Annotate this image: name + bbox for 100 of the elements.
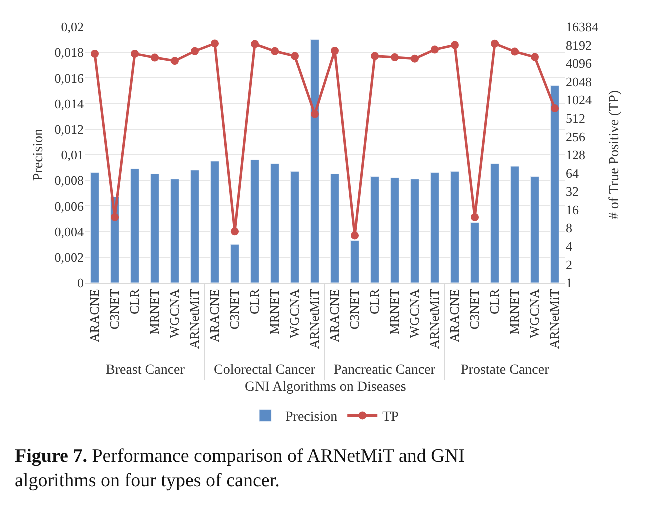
bar bbox=[350, 240, 360, 283]
x-tick-label: ARNetMiT bbox=[547, 289, 562, 350]
bar bbox=[510, 166, 520, 283]
x-axis-title: GNI Algorithms on Diseases bbox=[245, 380, 406, 395]
y2-tick-label: 8 bbox=[566, 220, 572, 236]
point bbox=[411, 54, 419, 63]
point bbox=[531, 53, 539, 62]
x-tick-label: WGCNA bbox=[407, 288, 422, 338]
x-tick-label: ARNetMiT bbox=[427, 289, 442, 350]
x-tick-label: WGCNA bbox=[287, 288, 302, 338]
y-tick-label: 0 bbox=[78, 276, 84, 291]
y-tick-label: 0,008 bbox=[54, 173, 84, 188]
x-tick-label: ARACNE bbox=[87, 289, 102, 343]
bar bbox=[250, 160, 260, 283]
y-tick-label: 0,01 bbox=[61, 148, 84, 163]
y2-tick-label: 16384 bbox=[566, 20, 599, 35]
x-tick-label: CLR bbox=[487, 288, 502, 314]
x-tick-label: MRNET bbox=[387, 289, 402, 335]
point bbox=[131, 50, 139, 58]
bar bbox=[550, 86, 560, 283]
x-tick-label: C3NET bbox=[107, 289, 122, 330]
y-tick-label: 0,004 bbox=[54, 224, 84, 240]
bar bbox=[330, 174, 340, 283]
point bbox=[431, 46, 439, 54]
text: Breast Cancer bbox=[106, 363, 186, 378]
x-tick-label: C3NET bbox=[467, 289, 482, 330]
bar bbox=[90, 172, 100, 283]
point bbox=[471, 213, 479, 222]
bar bbox=[390, 178, 400, 283]
point bbox=[231, 228, 239, 236]
legend-label: TP bbox=[382, 410, 400, 426]
text: Pancreatic Cancer bbox=[334, 363, 436, 378]
x-tick-label: MRNET bbox=[507, 289, 522, 335]
y-tick-label: 0,02 bbox=[61, 20, 84, 35]
y2-tick-label: 4 bbox=[566, 238, 573, 254]
y2-tick-label: 1024 bbox=[566, 92, 592, 108]
bar bbox=[450, 171, 460, 283]
y2-tick-label: 256 bbox=[566, 129, 586, 144]
x-tick-label: ARACNE bbox=[207, 289, 222, 343]
point bbox=[111, 213, 119, 222]
y-axis-title: Precision bbox=[31, 128, 46, 182]
x-tick-label: WGCNA bbox=[167, 288, 182, 338]
y2-tick-label: 16 bbox=[566, 202, 580, 218]
legend-label: Precision bbox=[286, 410, 338, 426]
y-tick-label: 0,016 bbox=[54, 70, 84, 86]
point bbox=[191, 47, 199, 56]
bar bbox=[190, 170, 200, 283]
x-tick-label: C3NET bbox=[347, 289, 362, 330]
x-tick-label: ARACNE bbox=[327, 289, 342, 343]
point bbox=[211, 40, 219, 48]
x-tick-label: CLR bbox=[367, 288, 382, 314]
caption: Figure 7. Performance comparison of ARNetMiT and GNI algorithms on four types of cancer. bbox=[15, 446, 465, 492]
bar bbox=[410, 179, 420, 283]
point bbox=[351, 232, 359, 240]
bar bbox=[370, 176, 380, 283]
point bbox=[491, 40, 499, 48]
bar bbox=[230, 244, 240, 283]
x-tick-label: CLR bbox=[247, 288, 262, 314]
bar bbox=[470, 222, 480, 283]
y2-axis-title: # of True Positive (TP) bbox=[607, 90, 622, 220]
point bbox=[451, 41, 459, 50]
text: Prostate Cancer bbox=[461, 363, 550, 378]
y2-tick-label: 128 bbox=[566, 148, 586, 163]
y2-tick-label: 512 bbox=[566, 110, 586, 126]
bar bbox=[170, 179, 180, 283]
bar bbox=[130, 168, 140, 283]
point bbox=[331, 46, 339, 55]
y2-tick-label: 32 bbox=[566, 184, 579, 200]
y2-tick-label: 2048 bbox=[566, 74, 592, 90]
point bbox=[251, 40, 259, 48]
y2-tick-label: 1 bbox=[566, 276, 572, 291]
y-tick-label: 0,018 bbox=[54, 45, 84, 60]
x-tick-label: C3NET bbox=[227, 289, 242, 330]
bar bbox=[490, 164, 500, 283]
point bbox=[311, 110, 319, 118]
y2-tick-label: 4096 bbox=[566, 56, 592, 72]
y2-tick-label: 2 bbox=[566, 257, 572, 272]
x-tick-label: WGCNA bbox=[527, 288, 542, 338]
point bbox=[511, 48, 519, 56]
bar bbox=[290, 171, 300, 283]
x-tick-label: MRNET bbox=[147, 289, 162, 335]
y2-tick-label: 8192 bbox=[566, 38, 592, 53]
point bbox=[271, 47, 279, 56]
y-tick-label: 0,014 bbox=[54, 96, 84, 112]
point bbox=[551, 104, 559, 113]
point bbox=[291, 52, 299, 60]
x-tick-label: CLR bbox=[127, 288, 142, 314]
point bbox=[151, 54, 159, 62]
bar bbox=[150, 174, 160, 283]
point bbox=[171, 57, 179, 66]
bar bbox=[530, 176, 540, 283]
bar bbox=[270, 164, 280, 283]
point bbox=[371, 52, 379, 60]
point bbox=[91, 50, 99, 58]
y-tick-label: 0,002 bbox=[54, 250, 84, 265]
y-tick-label: 0,006 bbox=[54, 198, 84, 214]
y-tick-label: 0,012 bbox=[54, 122, 84, 137]
text: Colorectal Cancer bbox=[214, 363, 316, 378]
y2-tick-label: 64 bbox=[566, 166, 580, 181]
x-tick-label: ARNetMiT bbox=[187, 289, 202, 350]
